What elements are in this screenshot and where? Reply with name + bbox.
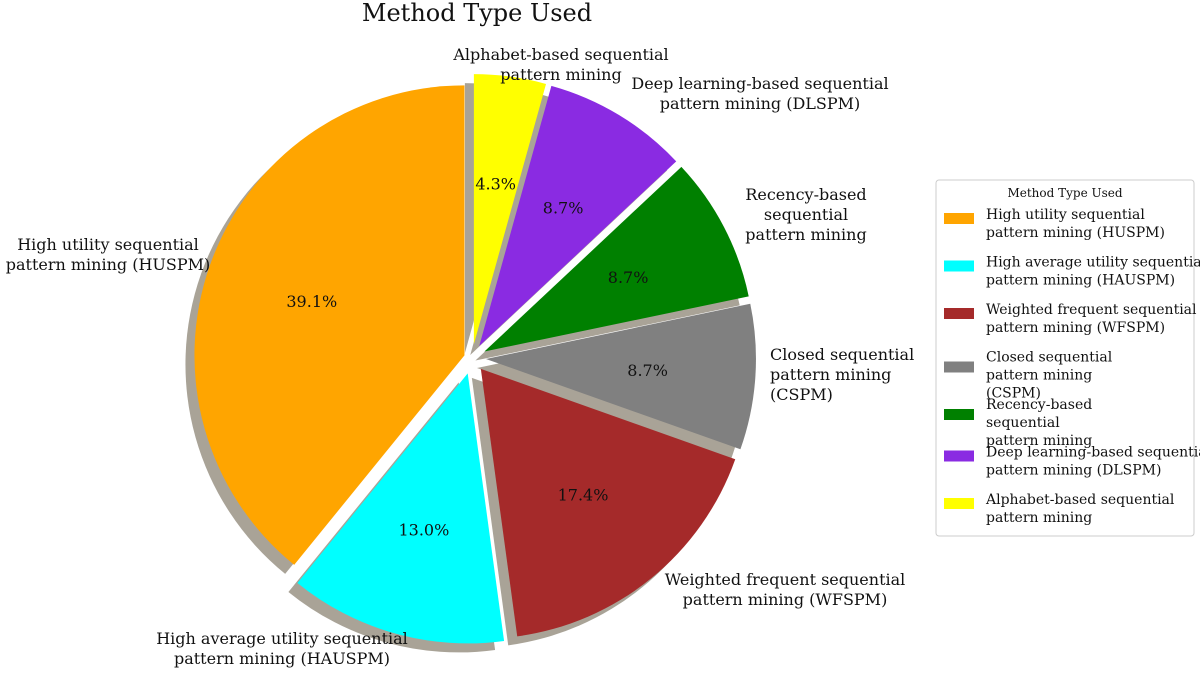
slice-label-high-utility-sequential-pattern-mining-huspm: High utility sequential pattern mining (H… [6, 235, 211, 274]
slice-label-line: (CSPM) [770, 385, 833, 404]
legend-label-line: pattern mining [986, 510, 1092, 526]
legend-swatch-high-utility-sequential-pattern-mining-huspm [944, 213, 974, 224]
slice-high-average-utility-sequential-pattern-mining-hauspm [297, 373, 505, 644]
legend-label-high-average-utility-sequential-pattern-mining-hauspm: High average utility sequential pattern m… [986, 255, 1200, 289]
pie-slices [194, 74, 756, 644]
legend-label-line: Deep learning-based sequential [986, 445, 1200, 461]
slice-label-line: pattern mining [770, 365, 891, 384]
slice-label-line: Alphabet-based sequential [452, 45, 668, 64]
slice-label-line: pattern mining (WFSPM) [683, 590, 888, 609]
pct-label-alphabet-based-sequential-pattern-mining: 4.3% [475, 175, 516, 194]
slice-label-line: Weighted frequent sequential [665, 570, 906, 589]
legend-swatch-alphabet-based-sequential-pattern-mining [944, 498, 974, 509]
legend-label-line: pattern mining (HAUSPM) [986, 273, 1175, 289]
legend-swatch-recency-based-sequential-pattern-mining [944, 409, 974, 420]
slice-weighted-frequent-sequential-pattern-mining-wfspm [480, 368, 736, 637]
slice-label-line: Closed sequential [770, 345, 914, 364]
legend-label-line: sequential [986, 415, 1060, 431]
slice-label-line: Recency-based [745, 185, 866, 204]
slice-recency-based-sequential-pattern-mining [484, 166, 749, 352]
legend-swatch-deep-learning-based-sequential-pattern-mining-dlspm [944, 450, 974, 462]
slice-label-line: High utility sequential [17, 235, 199, 254]
legend-label-line: pattern mining [986, 368, 1092, 384]
legend-label-line: (CSPM) [986, 386, 1041, 402]
legend-label-line: pattern mining (HUSPM) [986, 225, 1165, 241]
legend-label-line: Alphabet-based sequential [985, 492, 1175, 508]
legend-label-recency-based-sequential-pattern-mining: Recency-based sequential pattern mining [986, 397, 1092, 449]
legend-label-line: pattern mining (DLSPM) [986, 463, 1161, 479]
slice-label-line: sequential [764, 205, 848, 224]
slice-label-line: High average utility sequential [156, 629, 408, 648]
slice-label-line: pattern mining [745, 225, 866, 244]
pct-label-recency-based-sequential-pattern-mining: 8.7% [608, 268, 649, 287]
legend-box [935, 179, 1195, 537]
legend-label-high-utility-sequential-pattern-mining-huspm: High utility sequential pattern mining (H… [986, 207, 1165, 241]
pct-label-closed-sequential-pattern-mining-cspm: 8.7% [627, 361, 668, 380]
legend-label-line: Recency-based [986, 397, 1092, 413]
legend-label-line: Weighted frequent sequential [986, 302, 1197, 318]
slice-label-alphabet-based-sequential-pattern-mining: Alphabet-based sequential pattern mining [452, 45, 668, 84]
slice-label-deep-learning-based-sequential-pattern-mining-dlspm: Deep learning-based sequential pattern mi… [631, 74, 888, 113]
slice-label-line: pattern mining (HUSPM) [6, 255, 211, 274]
legend-label-line: pattern mining (WFSPM) [986, 320, 1165, 336]
slice-label-closed-sequential-pattern-mining-cspm: Closed sequential pattern mining (CSPM) [770, 345, 914, 404]
pct-label-high-average-utility-sequential-pattern-mining-hauspm: 13.0% [398, 520, 449, 539]
legend-label-line: High utility sequential [986, 207, 1145, 223]
legend-swatch-high-average-utility-sequential-pattern-mining-hauspm [944, 260, 974, 272]
slice-alphabet-based-sequential-pattern-mining [473, 74, 547, 345]
slice-label-recency-based-sequential-pattern-mining: Recency-based sequential pattern mining [745, 185, 866, 244]
pct-label-deep-learning-based-sequential-pattern-mining-dlspm: 8.7% [543, 198, 584, 217]
slice-label-weighted-frequent-sequential-pattern-mining-wfspm: Weighted frequent sequential pattern mini… [665, 570, 906, 609]
slice-label-line: Deep learning-based sequential [631, 74, 888, 93]
legend-label-weighted-frequent-sequential-pattern-mining-wfspm: Weighted frequent sequential pattern mini… [986, 302, 1197, 336]
slice-label-line: pattern mining [500, 65, 621, 84]
legend-entries: High utility sequential pattern mining (H… [944, 207, 1200, 526]
slice-label-line: pattern mining (HAUSPM) [174, 649, 390, 668]
legend-label-alphabet-based-sequential-pattern-mining: Alphabet-based sequential pattern mining [985, 492, 1175, 526]
chart-title: Method Type Used [362, 0, 592, 27]
legend-label-closed-sequential-pattern-mining-cspm: Closed sequential pattern mining (CSPM) [986, 350, 1113, 402]
legend-swatch-weighted-frequent-sequential-pattern-mining-wfspm [944, 308, 974, 319]
slice-deep-learning-based-sequential-pattern-mining-dlspm [479, 85, 677, 347]
legend-label-line: pattern mining [986, 433, 1092, 449]
slice-closed-sequential-pattern-mining-cspm [485, 303, 756, 450]
pct-label-high-utility-sequential-pattern-mining-huspm: 39.1% [286, 292, 337, 311]
pct-label-weighted-frequent-sequential-pattern-mining-wfspm: 17.4% [558, 486, 609, 505]
slice-label-high-average-utility-sequential-pattern-mining-hauspm: High average utility sequential pattern m… [156, 629, 408, 668]
legend-label-deep-learning-based-sequential-pattern-mining-dlspm: Deep learning-based sequential pattern mi… [986, 445, 1200, 479]
legend-title: Method Type Used [1007, 186, 1122, 200]
legend-label-line: Closed sequential [986, 350, 1113, 366]
slice-high-utility-sequential-pattern-mining-huspm [194, 85, 465, 565]
slice-labels: High utility sequential pattern mining (H… [6, 45, 914, 668]
percentage-labels: 39.1% 13.0% 17.4% 8.7% 8.7% 8.7% 4.3% [286, 175, 668, 540]
legend-label-line: High average utility sequential [986, 255, 1200, 271]
slice-label-line: pattern mining (DLSPM) [660, 94, 861, 113]
legend: Method Type Used High utility sequential… [935, 179, 1200, 537]
legend-swatch-closed-sequential-pattern-mining-cspm [944, 361, 974, 373]
